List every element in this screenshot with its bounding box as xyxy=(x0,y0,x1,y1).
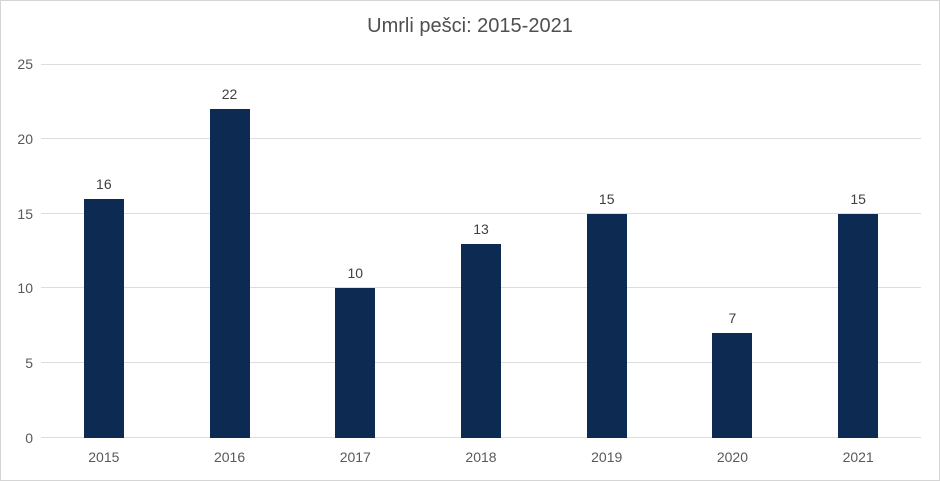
chart-title: Umrli pešci: 2015-2021 xyxy=(367,15,573,37)
y-axis-tick-label: 5 xyxy=(25,355,33,372)
x-axis-label-2016: 2016 xyxy=(213,449,246,465)
x-axis-label-2017: 2017 xyxy=(339,449,371,465)
y-axis-tick-label: 0 xyxy=(25,430,33,446)
y-axis-tick-label: 15 xyxy=(17,205,33,222)
bar-2015 xyxy=(83,198,124,438)
bar-2017 xyxy=(335,288,376,438)
x-axis-label-2019: 2019 xyxy=(591,449,623,465)
y-axis: 0 5 10 15 20 25 xyxy=(1,56,33,446)
x-axis-label-2021: 2021 xyxy=(842,449,874,465)
x-axis-label-2018: 2018 xyxy=(465,449,497,465)
gridline-25 xyxy=(41,64,921,65)
bar-2016 xyxy=(209,108,250,438)
gridline-15 xyxy=(41,212,921,214)
data-label-2016: 22 xyxy=(221,85,238,102)
bar-2021 xyxy=(838,213,879,438)
data-label-2021: 15 xyxy=(850,190,866,207)
x-axis: 2015 2016 2017 2018 2019 2020 2021 xyxy=(41,447,921,469)
x-axis-label-2020: 2020 xyxy=(716,449,748,465)
data-label-2017: 10 xyxy=(347,265,364,282)
y-axis-tick-label: 25 xyxy=(17,56,33,72)
data-label-2020: 7 xyxy=(728,310,737,327)
y-axis-tick-label: 20 xyxy=(17,130,33,147)
gridline-20 xyxy=(41,137,921,139)
data-label-2015: 16 xyxy=(96,175,112,192)
bar-2018 xyxy=(461,243,501,438)
bar-2019 xyxy=(586,213,627,438)
data-label-2018: 13 xyxy=(473,220,489,237)
bar-2020 xyxy=(712,333,753,438)
data-label-2019: 15 xyxy=(598,190,615,207)
y-axis-tick-label: 10 xyxy=(17,280,33,297)
plot-area: 16 22 10 13 15 7 15 xyxy=(41,64,921,438)
x-axis-label-2015: 2015 xyxy=(88,449,120,465)
